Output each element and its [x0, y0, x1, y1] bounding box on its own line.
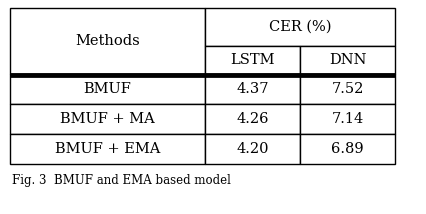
- Text: 7.14: 7.14: [331, 112, 364, 126]
- Text: BMUF + MA: BMUF + MA: [60, 112, 155, 126]
- Text: 4.26: 4.26: [236, 112, 269, 126]
- Bar: [300, 74, 395, 104]
- Bar: [205, 46, 300, 74]
- Bar: [300, 104, 395, 134]
- Bar: [300, 46, 395, 74]
- Text: 7.52: 7.52: [331, 82, 364, 96]
- Text: Fig. 3  BMUF and EMA based model: Fig. 3 BMUF and EMA based model: [12, 174, 231, 187]
- Bar: [10, 8, 205, 74]
- Bar: [300, 134, 395, 164]
- Text: 4.37: 4.37: [236, 82, 269, 96]
- Text: Methods: Methods: [75, 34, 140, 48]
- Text: DNN: DNN: [329, 53, 366, 67]
- Bar: [10, 134, 205, 164]
- Text: BMUF + EMA: BMUF + EMA: [55, 142, 160, 156]
- Bar: [10, 104, 205, 134]
- Bar: [10, 74, 205, 104]
- Text: 4.20: 4.20: [236, 142, 269, 156]
- Bar: [205, 8, 395, 46]
- Text: 6.89: 6.89: [331, 142, 364, 156]
- Bar: [205, 74, 300, 104]
- Bar: [205, 134, 300, 164]
- Text: LSTM: LSTM: [230, 53, 275, 67]
- Bar: [205, 104, 300, 134]
- Text: CER (%): CER (%): [269, 20, 331, 34]
- Text: BMUF: BMUF: [83, 82, 132, 96]
